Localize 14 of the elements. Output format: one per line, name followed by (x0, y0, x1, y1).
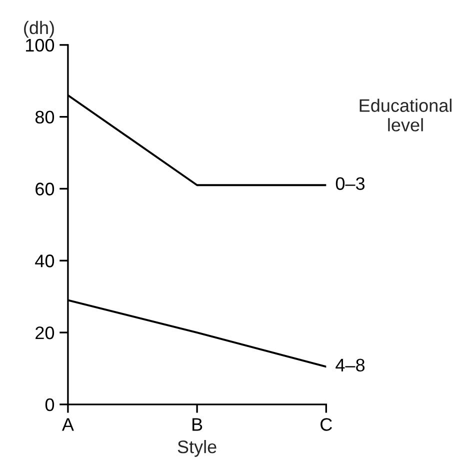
x-tick-label: A (62, 418, 74, 431)
series-label: 0–3 (336, 177, 365, 190)
x-axis-title: Style (178, 440, 216, 457)
y-tick-label: 60 (36, 182, 54, 196)
y-tick-label: 0 (45, 398, 54, 412)
y-tick-label: 20 (36, 326, 54, 340)
y-tick-label: 100 (26, 38, 54, 52)
x-tick-label: B (192, 418, 202, 431)
x-tick-label: C (320, 418, 332, 431)
y-tick-label: 80 (35, 110, 54, 124)
y-tick-label: 40 (35, 254, 54, 268)
text: Educational level (360, 98, 452, 132)
y-axis-title: (dh) (24, 20, 54, 38)
series-label: 4–8 (336, 358, 365, 372)
